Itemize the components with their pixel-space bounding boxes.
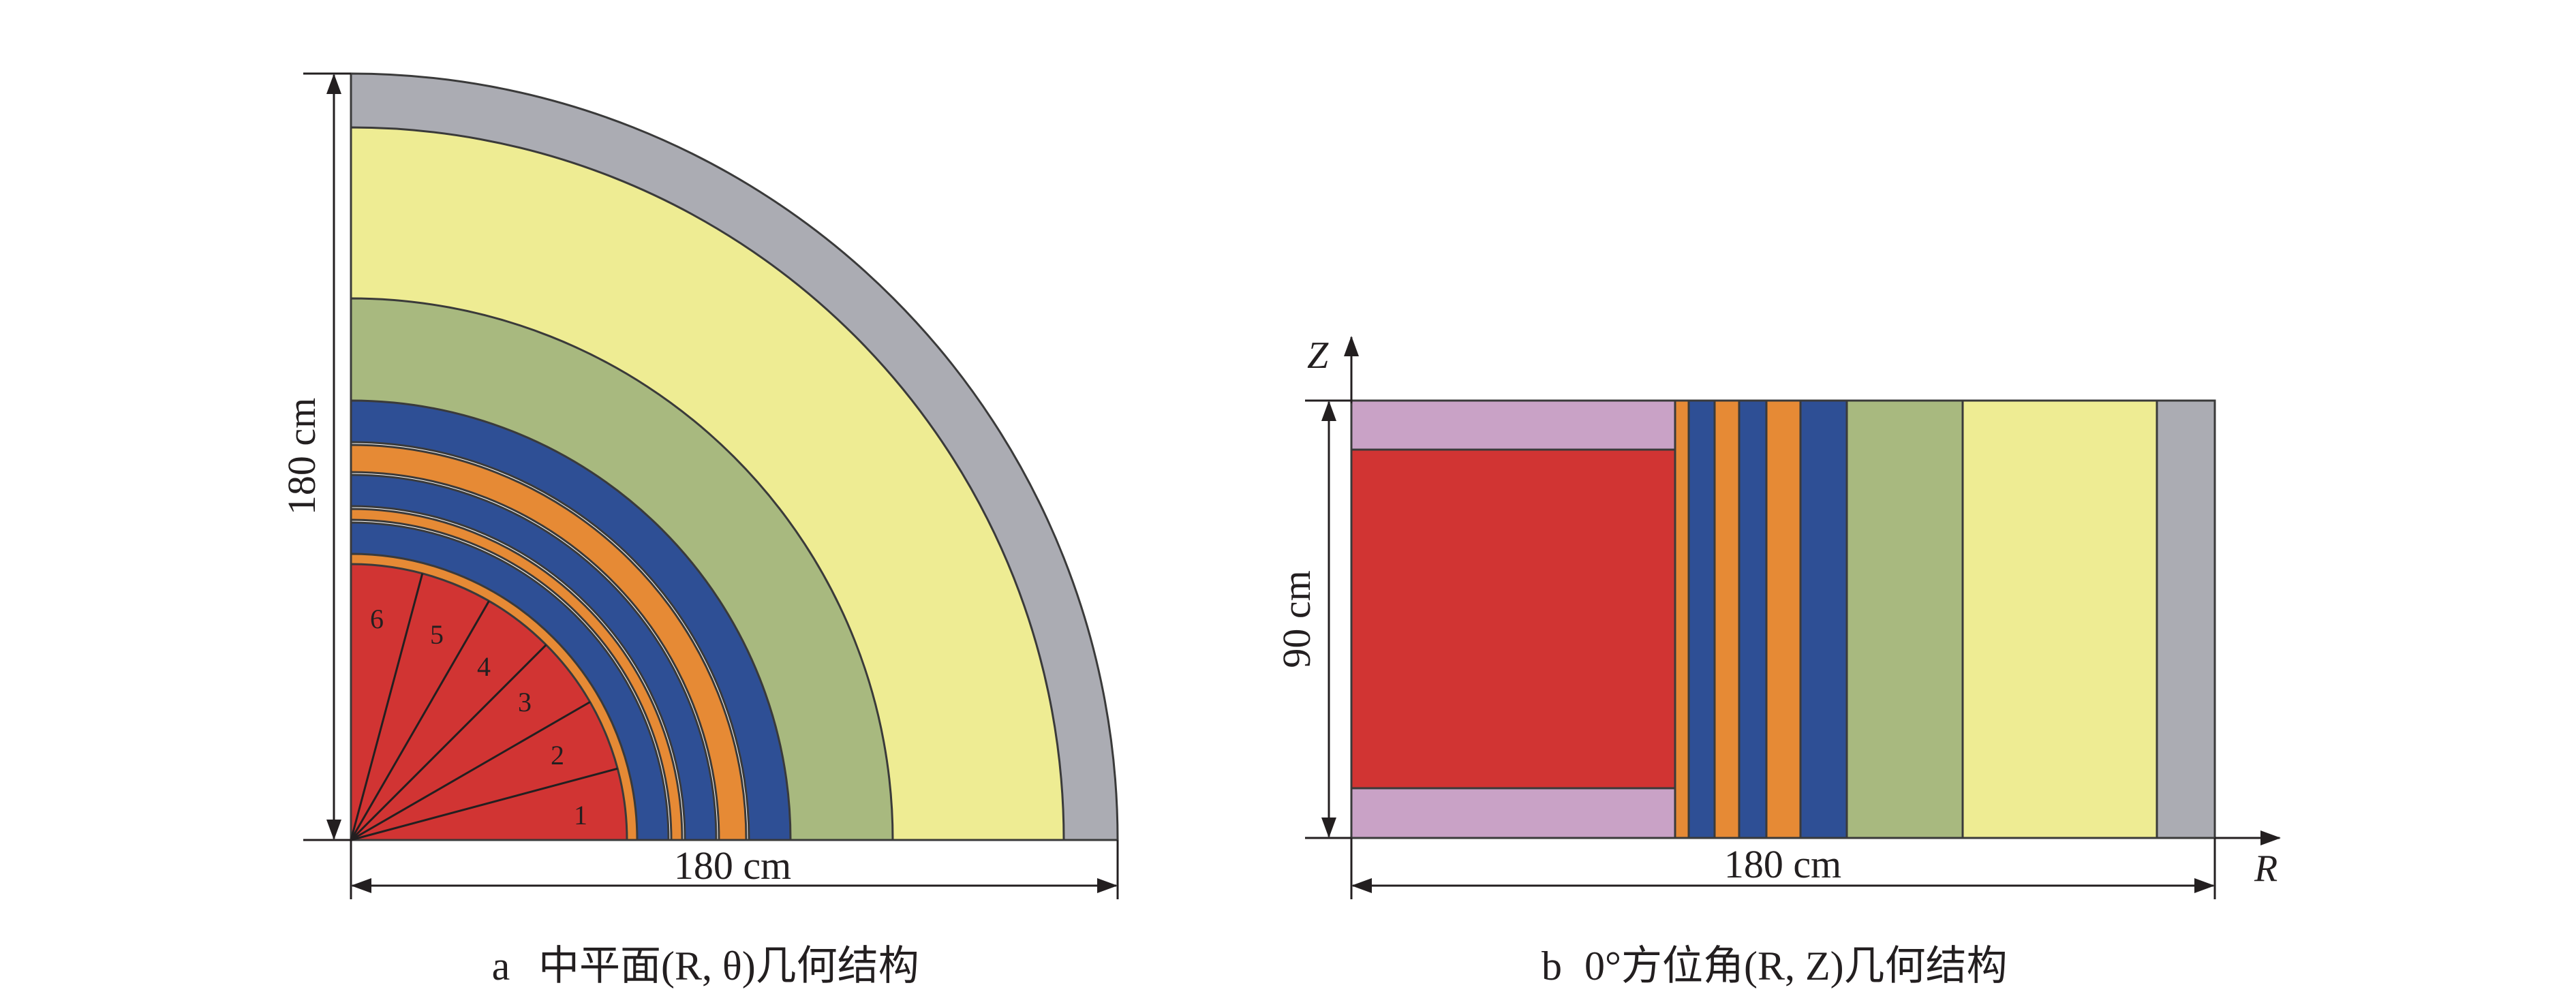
sector-divider-line — [350, 644, 547, 841]
height-dimension-label: 180 cm — [279, 398, 324, 515]
sector-label-6: 6 — [370, 604, 384, 634]
sector-label-3: 3 — [518, 687, 532, 717]
width-dimension-label: 180 cm — [1724, 842, 1841, 886]
orange-strip-outer — [1765, 399, 1802, 839]
grey-strip — [2156, 399, 2216, 839]
caption-a-text: 中平面(R, θ)几何结构 — [538, 944, 919, 989]
blue-strip-middle — [1738, 399, 1768, 839]
sector-divider-line — [350, 767, 618, 841]
caption-b-text: 0°方位角(R, Z)几何结构 — [1584, 944, 2008, 989]
sector-label-1: 1 — [574, 800, 587, 830]
sector-label-5: 5 — [430, 619, 444, 650]
sector-divider-line — [350, 701, 591, 841]
panel-a-midplane-geometry: 1 2 3 4 5 6 180 cm 180 cm a 中平面(R, θ)几何结… — [279, 72, 1119, 989]
pink-top-cap — [1350, 399, 1676, 451]
width-dimension-label: 180 cm — [674, 843, 791, 888]
z-axis-label: Z — [1307, 334, 1329, 377]
caption-b-letter: b — [1542, 944, 1562, 989]
height-dimension-label: 90 cm — [1274, 570, 1319, 668]
blue-strip-outer — [1799, 399, 1848, 839]
caption-a-letter: a — [492, 944, 510, 989]
orange-strip-inner — [1674, 399, 1690, 839]
panel-b-rz-geometry: Z R 90 cm 180 cm b 0°方位角(R, Z)几何结构 — [1274, 334, 2281, 989]
sector-divider-lines — [350, 573, 618, 841]
sector-label-2: 2 — [551, 740, 564, 771]
yellow-strip — [1961, 399, 2158, 839]
blue-strip-inner — [1687, 399, 1716, 839]
green-strip — [1845, 399, 1964, 839]
pink-bottom-cap — [1350, 787, 1676, 839]
r-axis-label: R — [2254, 847, 2278, 890]
fuel-region — [1350, 448, 1676, 790]
sector-divider-line — [350, 573, 424, 841]
orange-strip-middle — [1713, 399, 1741, 839]
sector-label-4: 4 — [477, 651, 491, 682]
sector-divider-line — [350, 600, 490, 841]
